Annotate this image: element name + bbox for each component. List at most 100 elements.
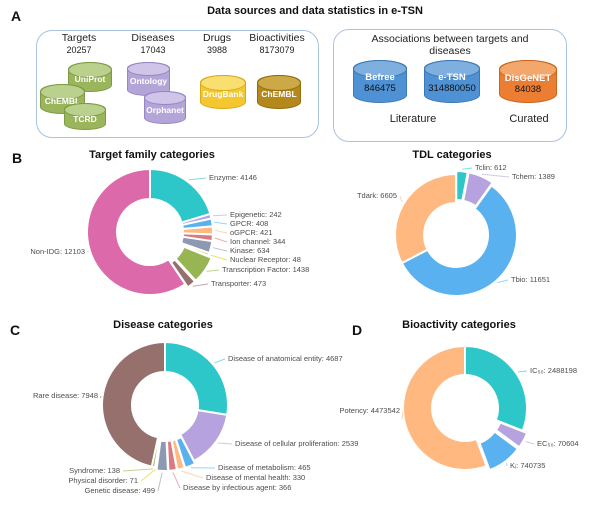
database-cylinder-chembl: ChEMBL xyxy=(257,75,301,109)
label-leader-line xyxy=(525,440,535,445)
slice-label: Tdark: 6605 xyxy=(357,191,397,200)
label-leader-line xyxy=(506,463,508,467)
cylinder-label: DrugBank xyxy=(202,89,244,99)
label-leader-line xyxy=(214,237,228,243)
panel-a-label: A xyxy=(11,8,22,24)
cylinder-top xyxy=(257,75,301,91)
slice-label: Kᵢ: 740735 xyxy=(510,461,545,470)
figure-title: Data sources and data statistics in e-TS… xyxy=(207,5,423,17)
donut-slice xyxy=(164,341,229,416)
cylinder-label: ChEMBL xyxy=(44,96,81,106)
slice-label: Transporter: 473 xyxy=(211,279,266,288)
label-leader-line xyxy=(462,167,473,170)
cylinder-label: Orphanet xyxy=(146,105,184,115)
slice-label: Nuclear Receptor: 48 xyxy=(230,255,301,264)
curated-label: Curated xyxy=(509,113,549,125)
label-leader-line xyxy=(214,358,226,364)
slice-label: Tbio: 11651 xyxy=(511,275,550,284)
donut-slice xyxy=(464,345,528,432)
label-leader-line xyxy=(99,395,102,399)
label-leader-line xyxy=(181,470,204,479)
targets-count: 20257 xyxy=(66,45,92,55)
donut-slice xyxy=(494,421,529,449)
cylinder-top xyxy=(64,103,106,117)
literature-label: Literature xyxy=(389,113,437,125)
slice-label: Disease of metabolism: 465 xyxy=(218,463,311,472)
disease-donut-chart: Disease of anatomical entity: 4687 Diseas… xyxy=(33,341,358,495)
disease-chart-title: Disease categories xyxy=(113,319,213,331)
label-leader-line xyxy=(517,370,528,373)
cylinder-label: ChEMBL xyxy=(261,89,297,99)
slice-label: Ion channel: 344 xyxy=(230,237,285,246)
cylinder-top xyxy=(68,62,112,78)
slice-label: Kinase: 634 xyxy=(230,246,270,255)
label-leader-line xyxy=(192,283,209,287)
panel-d-label: D xyxy=(352,322,363,338)
label-leader-line xyxy=(206,269,220,272)
label-leader-line xyxy=(401,410,404,420)
donut-slice xyxy=(149,168,212,224)
donut-slice xyxy=(400,184,518,297)
cylinder-label: Ontology xyxy=(129,76,168,86)
donut-slice xyxy=(100,341,166,468)
label-leader-line xyxy=(214,221,228,225)
slice-label: Disease of cellular proliferation: 2539 xyxy=(235,439,358,448)
donut-slice xyxy=(402,345,488,471)
donut-slice xyxy=(174,245,213,282)
cylinder-top xyxy=(200,75,246,91)
cylinder-count: 314880050 xyxy=(428,83,476,94)
slice-label: IC₅₀: 2488198 xyxy=(530,366,577,375)
cylinder-count: 84038 xyxy=(514,84,542,95)
slice-label: Syndrome: 138 xyxy=(69,466,120,475)
label-leader-line xyxy=(157,472,163,492)
label-leader-line xyxy=(399,195,403,203)
database-cylinder-disgenet: DisGeNET 84038 xyxy=(499,60,557,103)
database-cylinder-tcrd: TCRD xyxy=(64,103,106,130)
cylinder-label: UniProt xyxy=(74,74,106,84)
cylinder-label: DisGeNET xyxy=(504,73,552,84)
database-cylinder-orphanet: Orphanet xyxy=(144,91,186,124)
label-leader-line xyxy=(140,468,156,482)
label-leader-line xyxy=(212,247,228,252)
label-leader-line xyxy=(497,279,509,284)
tdl-donut-chart: Tclin: 612 Tchem: 1389 Tbio: 11651 Tdark: 6… xyxy=(357,163,555,297)
cylinder-top xyxy=(127,62,170,76)
cylinder-label: e-TSN xyxy=(438,72,466,83)
cylinder-top xyxy=(499,60,557,80)
drugs-count: 3988 xyxy=(206,45,228,55)
slice-label: GPCR: 408 xyxy=(230,219,268,228)
database-cylinder-drugbank: DrugBank xyxy=(200,75,246,109)
database-cylinder-befree: Befree 846475 xyxy=(353,60,407,103)
target-family-chart-title: Target family categories xyxy=(89,149,215,161)
slice-label: Transcription Factor: 1438 xyxy=(222,265,309,274)
label-leader-line xyxy=(212,214,228,217)
database-cylinder-uniprot: UniProt xyxy=(68,62,112,92)
panel-c-label: C xyxy=(10,322,21,338)
diseases-header: Diseases xyxy=(131,32,175,44)
drugs-header: Drugs xyxy=(202,32,231,44)
slice-label: Epigenetic: 242 xyxy=(230,210,282,219)
cylinder-label: Befree xyxy=(365,72,395,83)
donut-slice xyxy=(179,242,211,257)
slice-label: Physical disorder: 71 xyxy=(68,476,138,485)
label-leader-line xyxy=(210,254,228,261)
panel-b-label: B xyxy=(12,150,23,166)
slice-label: Non-IDG: 12103 xyxy=(30,247,85,256)
cylinder-top xyxy=(144,91,186,105)
label-leader-line xyxy=(172,472,181,489)
slice-label: oGPCR: 421 xyxy=(230,228,273,237)
slice-label: Tclin: 612 xyxy=(475,163,507,172)
slice-label: Disease of mental health: 330 xyxy=(206,473,305,482)
bioactivities-header: Bioactivities xyxy=(249,32,305,44)
donut-slice xyxy=(394,173,457,265)
tdl-chart-title: TDL categories xyxy=(412,149,492,161)
database-cylinder-e-tsn: e-TSN 314880050 xyxy=(424,60,480,103)
cylinder-top xyxy=(424,60,480,78)
cylinder-top xyxy=(353,60,407,78)
bioactivities-count: 8173079 xyxy=(259,45,295,55)
donut-slice xyxy=(478,430,519,472)
label-leader-line xyxy=(481,173,510,178)
label-leader-line xyxy=(122,468,154,472)
cylinder-top xyxy=(40,84,85,100)
